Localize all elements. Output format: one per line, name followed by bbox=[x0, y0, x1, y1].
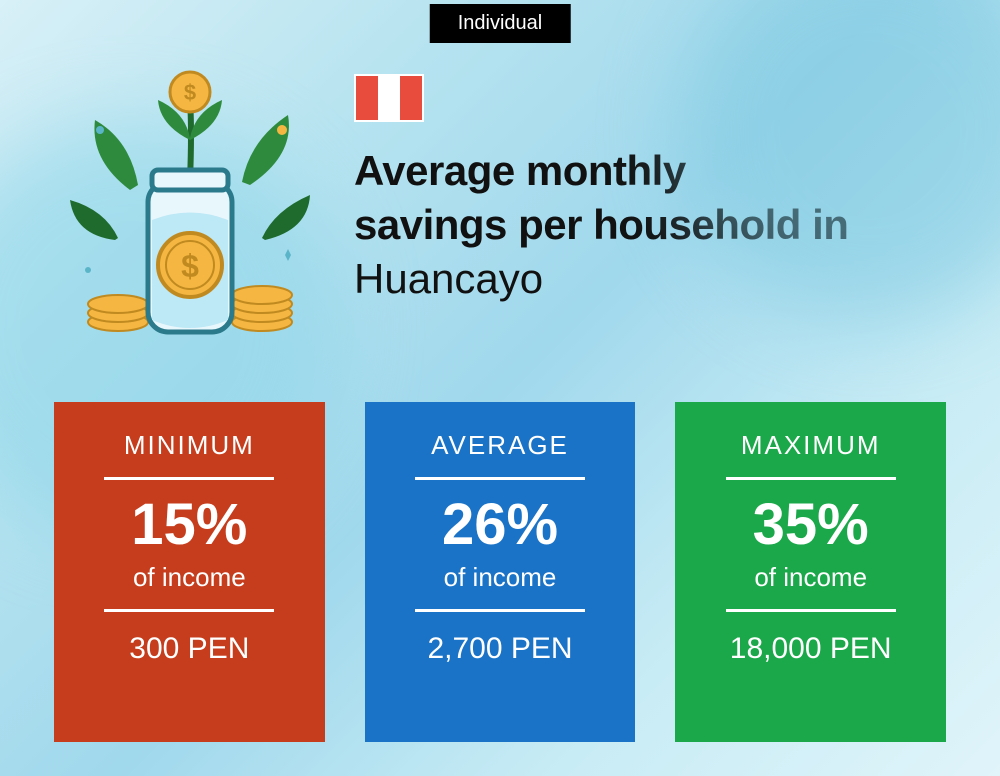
card-sub: of income bbox=[133, 562, 246, 593]
title-line-1: Average monthly bbox=[354, 144, 960, 198]
title-line-2: savings per household in bbox=[354, 198, 960, 252]
card-average: AVERAGE 26% of income 2,700 PEN bbox=[365, 402, 636, 742]
card-percent: 35% bbox=[753, 496, 869, 554]
card-amount: 300 PEN bbox=[129, 632, 249, 666]
card-sub: of income bbox=[444, 562, 557, 593]
divider bbox=[104, 477, 274, 480]
stat-cards-row: MINIMUM 15% of income 300 PEN AVERAGE 26… bbox=[54, 402, 946, 742]
leaf-icon bbox=[262, 195, 310, 240]
card-sub: of income bbox=[754, 562, 867, 593]
divider bbox=[726, 477, 896, 480]
svg-text:$: $ bbox=[181, 248, 199, 284]
coin-stack-icon bbox=[232, 286, 292, 331]
title-city: Huancayo bbox=[354, 252, 960, 306]
peru-flag-icon bbox=[354, 74, 424, 122]
card-amount: 18,000 PEN bbox=[730, 632, 892, 666]
card-percent: 26% bbox=[442, 496, 558, 554]
card-maximum: MAXIMUM 35% of income 18,000 PEN bbox=[675, 402, 946, 742]
card-label: MAXIMUM bbox=[741, 430, 881, 461]
title-block: Average monthly savings per household in… bbox=[354, 70, 960, 305]
card-label: MINIMUM bbox=[124, 430, 255, 461]
card-label: AVERAGE bbox=[431, 430, 569, 461]
hero-row: $ $ bbox=[60, 70, 960, 350]
divider bbox=[415, 477, 585, 480]
savings-jar-illustration: $ $ bbox=[60, 70, 320, 350]
card-minimum: MINIMUM 15% of income 300 PEN bbox=[54, 402, 325, 742]
coin-stack-icon bbox=[88, 295, 148, 331]
category-badge: Individual bbox=[430, 4, 571, 43]
divider bbox=[104, 609, 274, 612]
divider bbox=[415, 609, 585, 612]
divider bbox=[726, 609, 896, 612]
card-amount: 2,700 PEN bbox=[427, 632, 572, 666]
svg-text:$: $ bbox=[184, 80, 196, 105]
leaf-icon bbox=[70, 200, 118, 240]
card-percent: 15% bbox=[131, 496, 247, 554]
